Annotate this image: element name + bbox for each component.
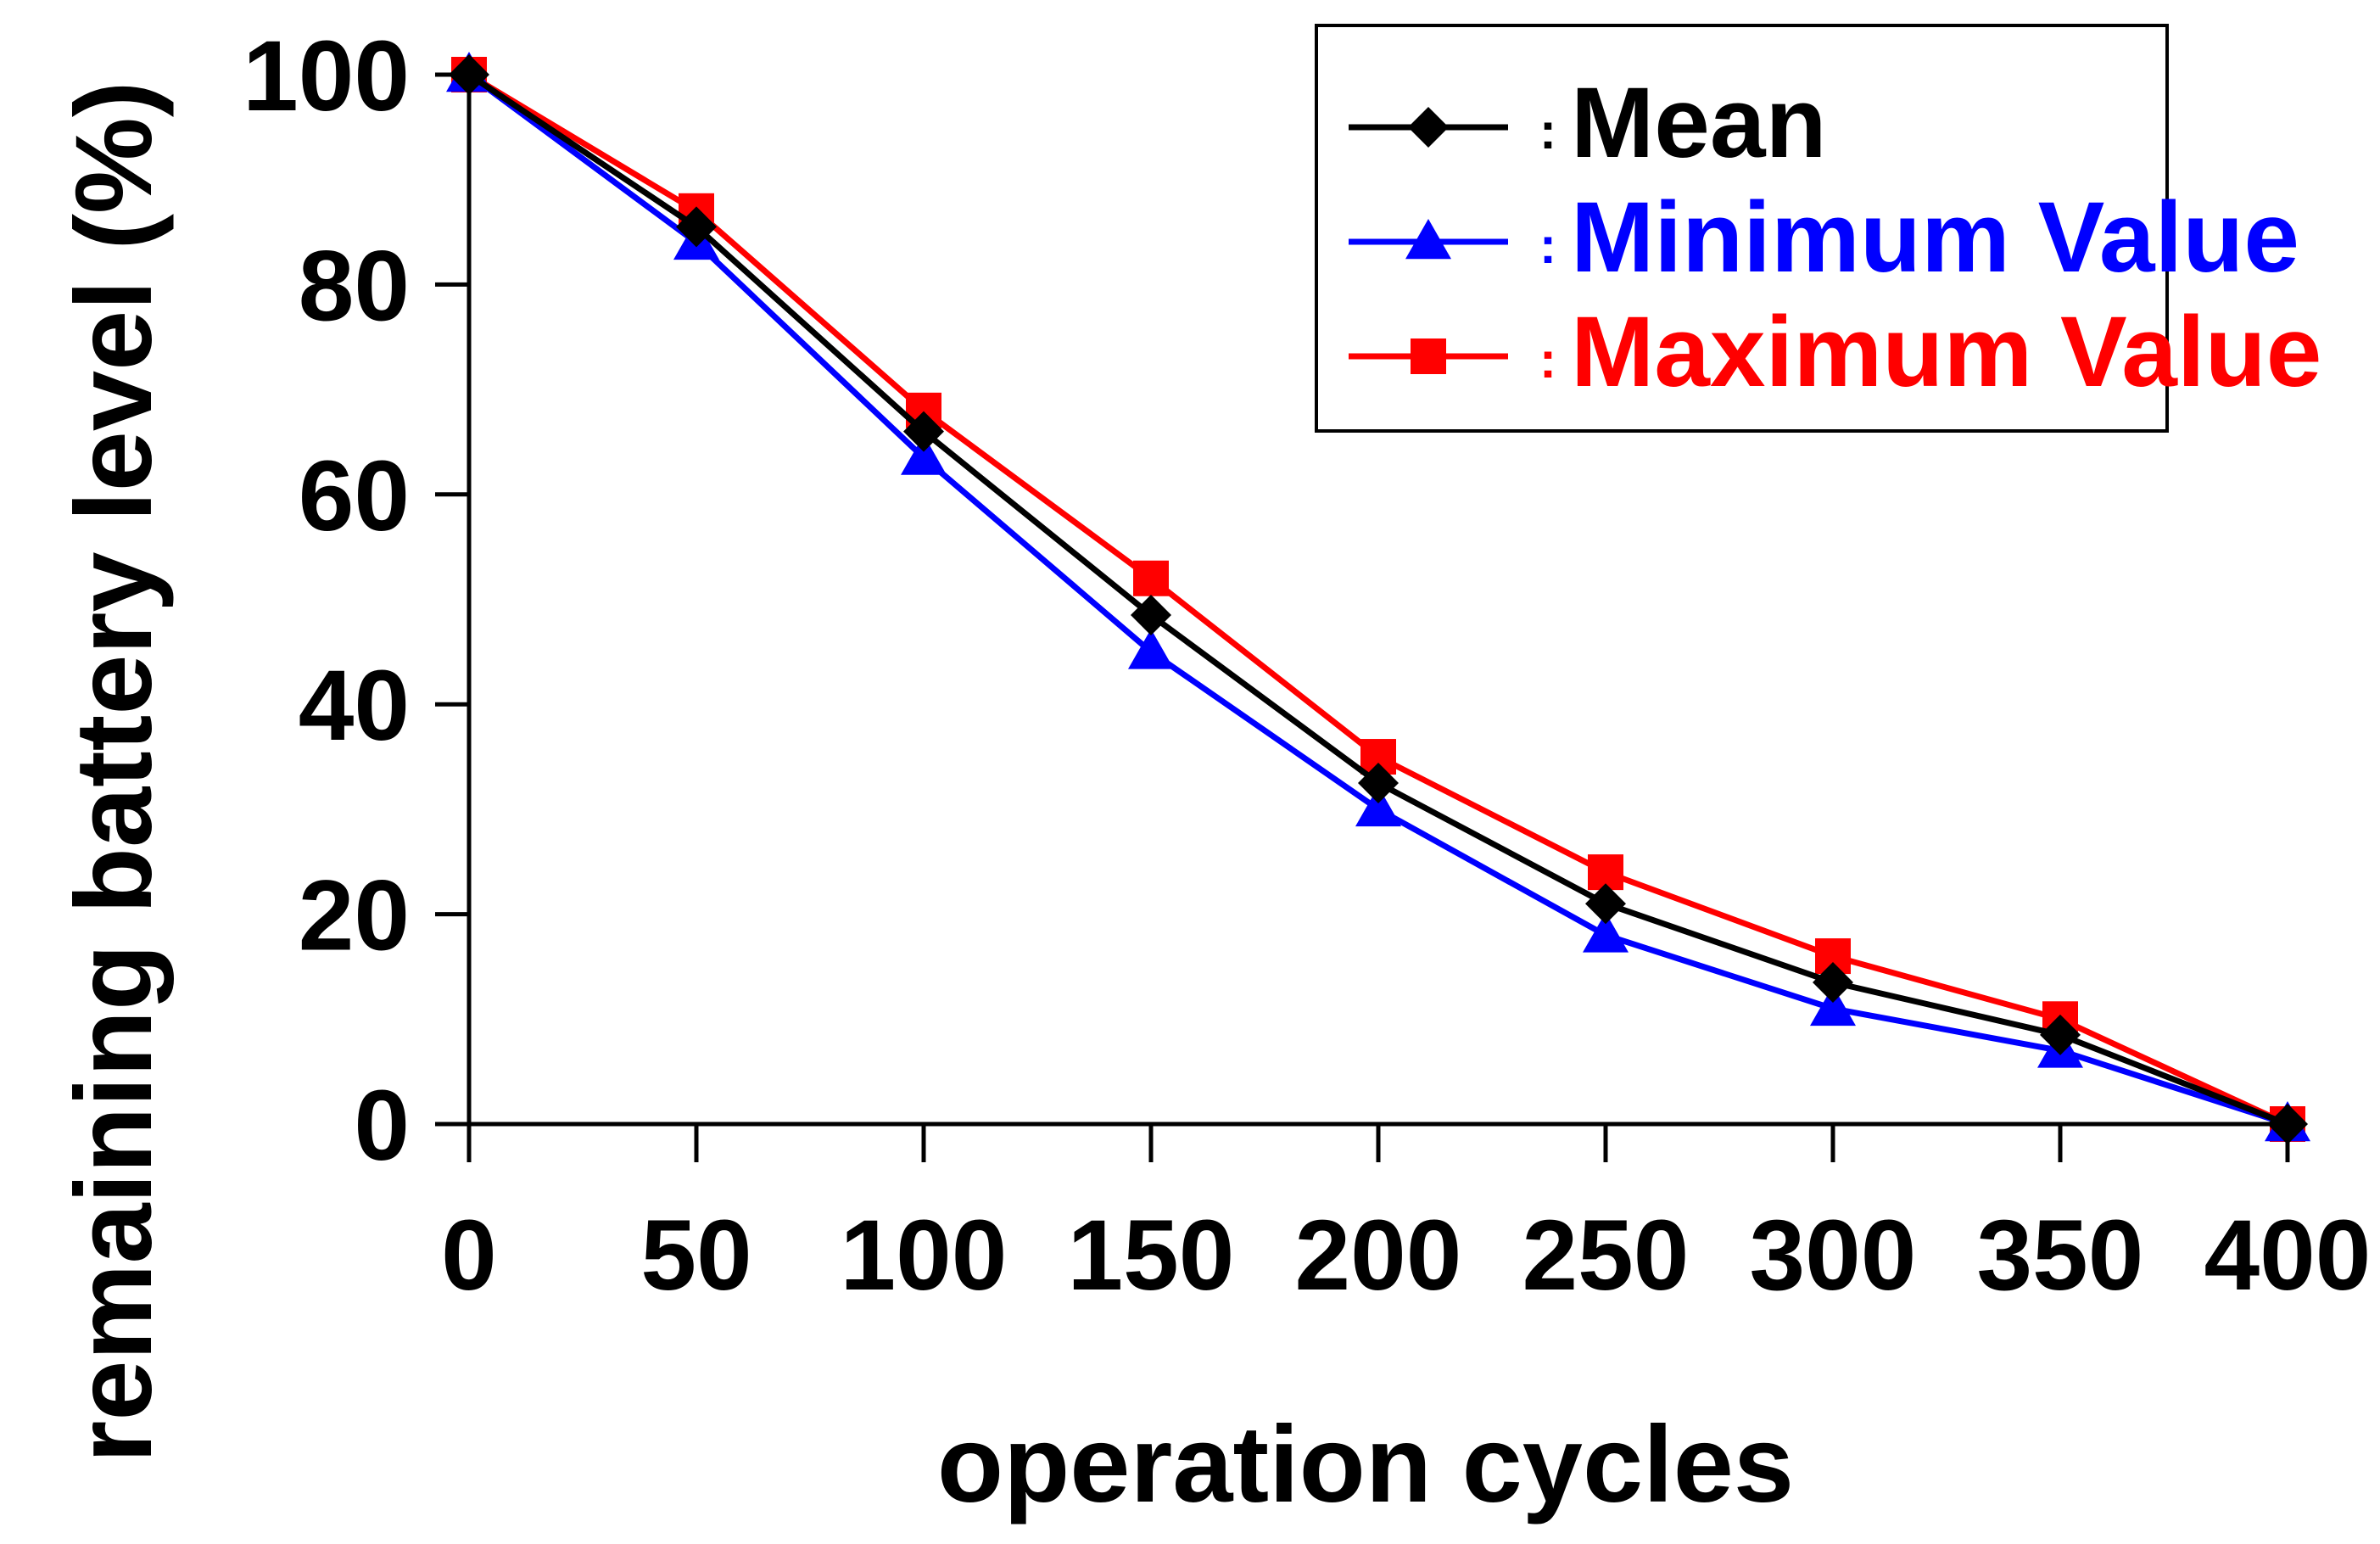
data-point [1358,762,1399,803]
legend-separator: : [1539,103,1556,159]
data-point [1585,883,1626,925]
y-tick-label: 20 [299,860,410,972]
legend-marker [1408,107,1449,148]
x-axis-label: operation cycles [937,1404,1794,1525]
series-layer [446,52,2310,1144]
x-tick-label: 400 [2204,1200,2372,1312]
y-tick-label: 80 [299,230,410,342]
x-tick-label: 350 [1977,1200,2144,1312]
legend-label: Mean [1571,67,1827,179]
legend-marker [1405,219,1451,260]
x-tick-label: 50 [640,1200,751,1312]
data-point [1810,985,1856,1027]
data-point [2040,1014,2081,1055]
x-tick-label: 250 [1522,1200,1690,1312]
data-point [1128,629,1174,669]
x-tick-label: 300 [1750,1200,1917,1312]
data-point [901,434,947,475]
legend-entry-maximum-value: : Maximum Value [1349,296,2321,408]
data-point [1813,962,1853,1004]
legend-marker [1411,338,1446,374]
data-point [1355,786,1401,827]
x-tick-label: 150 [1068,1200,1235,1312]
axes: 0 20 40 60 80 100 0 50 100 150 200 250 300 350 400 [243,20,2371,1312]
x-tick-label: 200 [1295,1200,1462,1312]
y-tick-label: 40 [299,650,410,762]
x-tick-label: 100 [841,1200,1008,1312]
legend-label: Minimum Value [1571,182,2299,294]
series-mean [449,54,2308,1144]
data-point [903,411,944,452]
legend-entry-mean: : Mean [1349,67,1827,179]
y-tick-label: 0 [354,1070,410,1182]
y-tick-label: 100 [243,20,410,132]
legend-separator: : [1539,217,1556,274]
y-axis-label: remaining battery level (%) [53,81,175,1463]
data-point [1583,912,1629,953]
data-point [449,54,489,95]
y-tick-label: 60 [299,440,410,552]
legend-box [1315,24,2169,433]
data-point [2267,1104,2308,1144]
data-point [1133,560,1169,596]
data-point [1131,595,1171,636]
legend-label: Maximum Value [1571,296,2321,408]
legend-entry-minimum-value: : Minimum Value [1349,182,2299,294]
legend: : Mean: Minimum Value: Maximum Value [1315,24,2321,433]
x-tick-label: 0 [441,1200,497,1312]
data-point [676,206,717,248]
legend-separator: : [1539,332,1556,389]
